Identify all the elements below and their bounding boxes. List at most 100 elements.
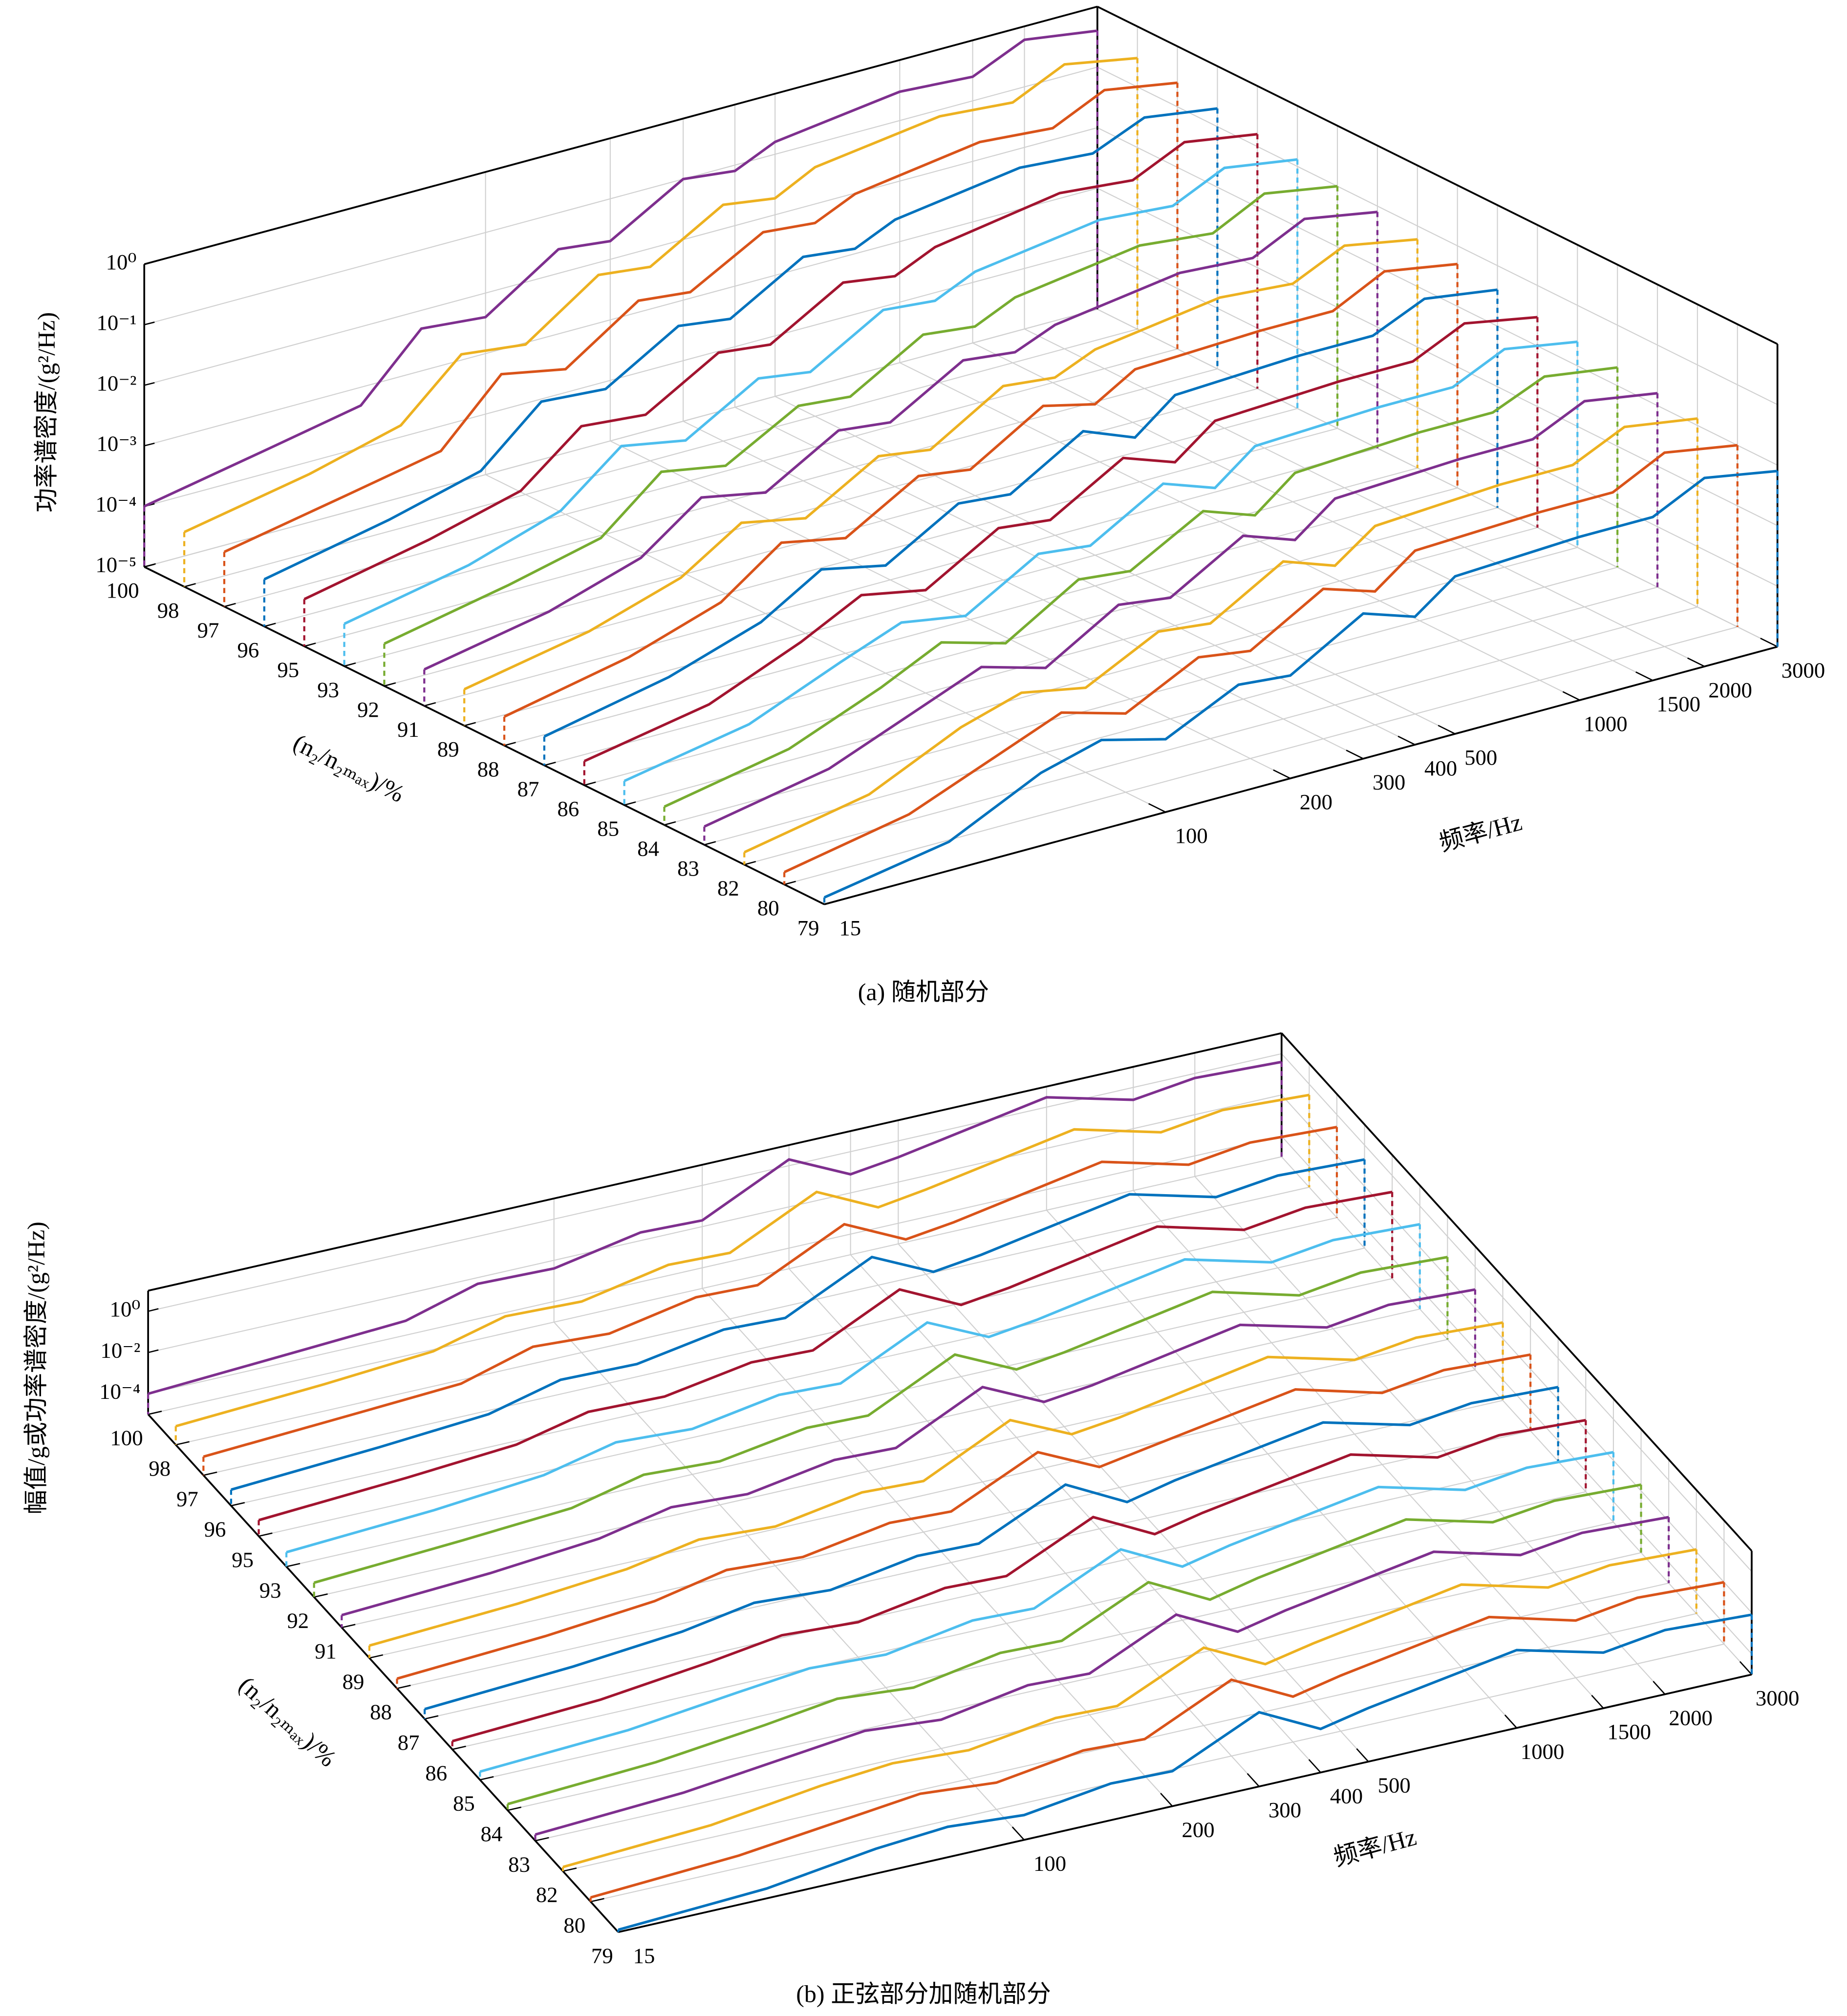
tick-mark bbox=[148, 1349, 159, 1353]
tick-mark bbox=[397, 1685, 411, 1689]
tick-mark bbox=[144, 563, 156, 568]
tick-mark bbox=[1760, 638, 1778, 647]
axis-line bbox=[147, 1414, 619, 1933]
grid-line bbox=[1281, 1094, 1752, 1613]
y-tick-label: 88 bbox=[477, 757, 499, 781]
tick-mark bbox=[286, 1563, 301, 1567]
series-line bbox=[464, 238, 1418, 690]
series-line bbox=[263, 107, 1218, 581]
grid-line bbox=[1097, 66, 1778, 405]
grid-line bbox=[504, 487, 1458, 746]
grid-line bbox=[1133, 1190, 1604, 1709]
x-tick-label: 200 bbox=[1300, 790, 1332, 814]
grid-line bbox=[175, 1186, 1310, 1446]
series-line bbox=[175, 1094, 1310, 1428]
grid-line bbox=[507, 1552, 1641, 1811]
y-tick-label: 89 bbox=[343, 1669, 365, 1694]
x-tick-label: 1000 bbox=[1584, 711, 1628, 736]
y-tick-label: 95 bbox=[277, 658, 299, 682]
series-line bbox=[618, 1613, 1752, 1931]
tick-mark bbox=[464, 722, 476, 727]
tick-mark bbox=[1346, 750, 1364, 759]
y-tick-label: 93 bbox=[317, 677, 339, 702]
x-tick-label: 3000 bbox=[1782, 658, 1826, 683]
y-tick-label: 80 bbox=[757, 896, 779, 920]
tick-mark bbox=[1591, 1694, 1604, 1709]
tick-mark bbox=[1397, 735, 1416, 746]
caption: (b) 正弦部分加随机部分 bbox=[796, 1980, 1051, 2008]
tick-mark bbox=[1653, 1681, 1666, 1695]
tick-mark bbox=[535, 1837, 549, 1842]
tick-mark bbox=[504, 742, 516, 747]
axis-line bbox=[1281, 1032, 1753, 1552]
z-tick-label: 10⁻⁴ bbox=[99, 1379, 140, 1404]
tick-mark bbox=[1356, 1748, 1369, 1762]
y-tick-label: 86 bbox=[425, 1760, 447, 1785]
tick-mark bbox=[744, 860, 756, 865]
tick-mark bbox=[606, 1918, 619, 1933]
z-tick-label: 10⁻⁴ bbox=[95, 492, 136, 516]
tick-mark bbox=[148, 1308, 159, 1312]
series-line bbox=[583, 316, 1538, 763]
axis-line bbox=[824, 645, 1778, 905]
tick-mark bbox=[424, 1715, 439, 1720]
series-line bbox=[543, 288, 1498, 738]
tick-mark bbox=[784, 880, 796, 885]
grid-line bbox=[397, 1430, 1531, 1689]
x-tick-label: 200 bbox=[1181, 1818, 1214, 1842]
grid-line bbox=[231, 1247, 1365, 1506]
tick-mark bbox=[1635, 671, 1654, 681]
series-line bbox=[144, 29, 1098, 508]
series-line bbox=[344, 158, 1298, 625]
tick-mark bbox=[544, 761, 556, 766]
y-tick-label: 83 bbox=[677, 856, 699, 880]
grid-line bbox=[664, 567, 1618, 826]
y-tick-label: 100 bbox=[106, 578, 139, 602]
grid-line bbox=[610, 440, 1291, 779]
series-line bbox=[231, 1158, 1365, 1491]
y-tick-label: 89 bbox=[437, 737, 459, 761]
y-axis-title: (n₂/n₂ₘₐₓ)/% bbox=[234, 1671, 342, 1772]
y-tick-label: 82 bbox=[536, 1883, 558, 1907]
grid-line bbox=[286, 1308, 1420, 1567]
grid-line bbox=[464, 467, 1418, 727]
z-tick-label: 10⁻² bbox=[97, 371, 137, 395]
tick-mark bbox=[1011, 1826, 1025, 1841]
y-tick-label: 88 bbox=[370, 1700, 392, 1724]
grid-line bbox=[1097, 248, 1778, 587]
series-line bbox=[623, 340, 1578, 782]
series-line bbox=[341, 1288, 1476, 1617]
z-tick-label: 10⁻¹ bbox=[97, 310, 137, 335]
grid-line bbox=[898, 1244, 1369, 1762]
grid-line bbox=[424, 448, 1378, 707]
y-tick-label: 86 bbox=[557, 796, 579, 821]
tick-mark bbox=[1687, 657, 1705, 667]
tick-mark bbox=[452, 1745, 466, 1750]
grid-line bbox=[584, 527, 1538, 786]
x-tick-label: 2000 bbox=[1669, 1705, 1713, 1730]
series-line bbox=[562, 1548, 1697, 1868]
tick-mark bbox=[369, 1654, 384, 1659]
tick-mark bbox=[507, 1806, 522, 1811]
grid-line bbox=[144, 127, 1098, 386]
z-tick-label: 10⁰ bbox=[110, 1297, 141, 1321]
tick-mark bbox=[184, 583, 196, 588]
series-line bbox=[203, 1126, 1337, 1458]
x-tick-label: 15 bbox=[839, 916, 861, 940]
series-line bbox=[258, 1190, 1393, 1522]
y-tick-label: 79 bbox=[591, 1943, 613, 1968]
tick-mark bbox=[424, 702, 436, 707]
axis-line bbox=[618, 1673, 1752, 1933]
y-tick-label: 85 bbox=[597, 816, 619, 841]
tick-mark bbox=[144, 442, 155, 447]
tick-mark bbox=[1438, 725, 1456, 735]
y-tick-label: 83 bbox=[508, 1852, 530, 1876]
grid-line bbox=[788, 1268, 1260, 1787]
y-tick-label: 85 bbox=[453, 1791, 475, 1816]
tick-mark bbox=[1504, 1715, 1517, 1729]
grid-line bbox=[264, 368, 1218, 627]
tick-mark bbox=[144, 261, 155, 265]
series-line bbox=[503, 262, 1458, 718]
tick-mark bbox=[342, 1624, 356, 1629]
series-line bbox=[424, 211, 1378, 671]
